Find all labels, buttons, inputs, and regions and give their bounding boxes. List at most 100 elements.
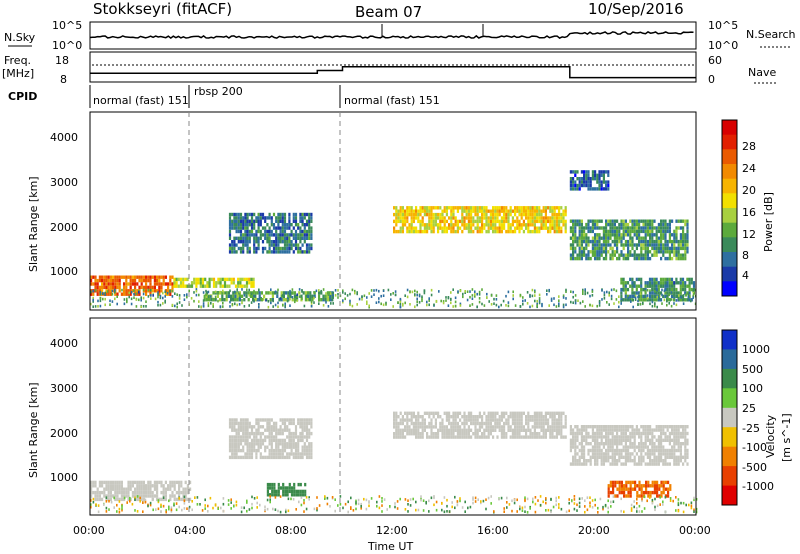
velocity-cell <box>527 425 530 429</box>
power-cell <box>231 303 234 306</box>
velocity-cell <box>653 455 656 459</box>
power-cell <box>671 256 674 261</box>
velocity-cell <box>183 499 186 502</box>
power-cell <box>337 293 339 296</box>
power-cell <box>620 233 623 237</box>
power-cell <box>206 281 209 285</box>
velocity-cell <box>545 509 547 512</box>
power-cell <box>378 300 380 304</box>
velocity-cell <box>520 421 523 426</box>
power-cell <box>673 284 676 288</box>
power-cell <box>660 243 663 247</box>
velocity-cell <box>649 455 652 459</box>
velocity-cell <box>448 421 451 426</box>
power-cell <box>131 289 134 293</box>
power-cell <box>616 243 619 247</box>
power-cell <box>558 206 561 210</box>
velocity-cell <box>248 455 251 460</box>
velocity-cell <box>217 507 219 510</box>
velocity-cell <box>472 418 475 422</box>
power-cell <box>551 206 554 210</box>
velocity-cell <box>598 428 601 432</box>
velocity-cell <box>292 455 295 460</box>
power-cell <box>445 219 448 224</box>
power-cell <box>585 239 588 244</box>
power-cell <box>627 243 630 247</box>
power-cell <box>197 277 200 282</box>
power-colorbar-swatch <box>722 164 737 180</box>
velocity-cell <box>574 455 577 459</box>
power-cell <box>459 304 462 307</box>
power-cell <box>136 292 139 296</box>
power-cell <box>225 291 228 295</box>
velocity-cell <box>538 418 541 422</box>
power-cell <box>531 288 534 292</box>
velocity-cell <box>259 452 262 456</box>
velocity-cell <box>235 438 238 443</box>
power-cell <box>478 206 481 210</box>
velocity-cell <box>244 442 247 446</box>
velocity-cell <box>277 493 280 497</box>
velocity-cell <box>237 455 240 460</box>
velocity-cell <box>448 415 451 419</box>
power-cell <box>541 302 543 306</box>
velocity-cell <box>288 489 291 494</box>
velocity-cell <box>118 480 121 485</box>
velocity-cell <box>660 442 663 446</box>
power-cell <box>288 236 291 240</box>
power-cell <box>529 229 532 234</box>
power-cell <box>301 219 304 223</box>
power-cell <box>572 236 575 240</box>
velocity-cell <box>395 425 398 429</box>
velocity-cell <box>123 490 126 495</box>
velocity-cell <box>116 497 119 502</box>
velocity-cell <box>613 459 616 463</box>
velocity-cell <box>507 415 510 419</box>
power-cell <box>294 219 298 223</box>
power-cell <box>277 250 280 254</box>
power-cell <box>97 299 99 303</box>
velocity-cell <box>404 498 407 501</box>
power-cell <box>164 299 166 303</box>
velocity-cell <box>492 435 495 439</box>
power-cell <box>242 240 245 244</box>
velocity-cell <box>660 435 663 439</box>
velocity-cell <box>631 459 634 463</box>
velocity-cell <box>679 448 682 453</box>
velocity-cell <box>467 411 470 415</box>
velocity-cell <box>667 490 670 495</box>
velocity-cell <box>283 448 287 453</box>
velocity-cell <box>281 431 284 436</box>
velocity-cell <box>574 442 577 446</box>
power-cell <box>219 291 222 294</box>
power-cell <box>294 233 298 237</box>
power-cell <box>596 246 599 251</box>
velocity-cell <box>235 455 238 460</box>
velocity-cell <box>551 421 554 426</box>
power-cell <box>474 226 477 230</box>
velocity-cell <box>415 418 418 422</box>
power-cell <box>159 303 162 307</box>
power-cell <box>684 222 687 227</box>
power-cell <box>591 290 594 293</box>
power-cell <box>594 177 597 181</box>
power-cell <box>270 233 273 237</box>
velocity-cell <box>270 448 273 453</box>
velocity-cell <box>544 428 547 432</box>
power-cell <box>591 222 594 227</box>
power-cell <box>149 282 152 286</box>
power-cell <box>393 212 396 217</box>
velocity-cell <box>636 497 638 501</box>
power-cell <box>520 206 523 210</box>
velocity-cell <box>406 425 409 429</box>
power-colorbar-swatch <box>722 134 737 150</box>
power-cell <box>522 296 524 299</box>
velocity-cell <box>310 455 313 460</box>
power-cell <box>631 229 634 234</box>
power-cell <box>538 301 541 305</box>
velocity-data <box>90 411 698 514</box>
power-cell <box>677 239 680 244</box>
power-cell <box>602 239 605 244</box>
power-cell <box>118 285 121 290</box>
power-cell <box>125 285 128 290</box>
